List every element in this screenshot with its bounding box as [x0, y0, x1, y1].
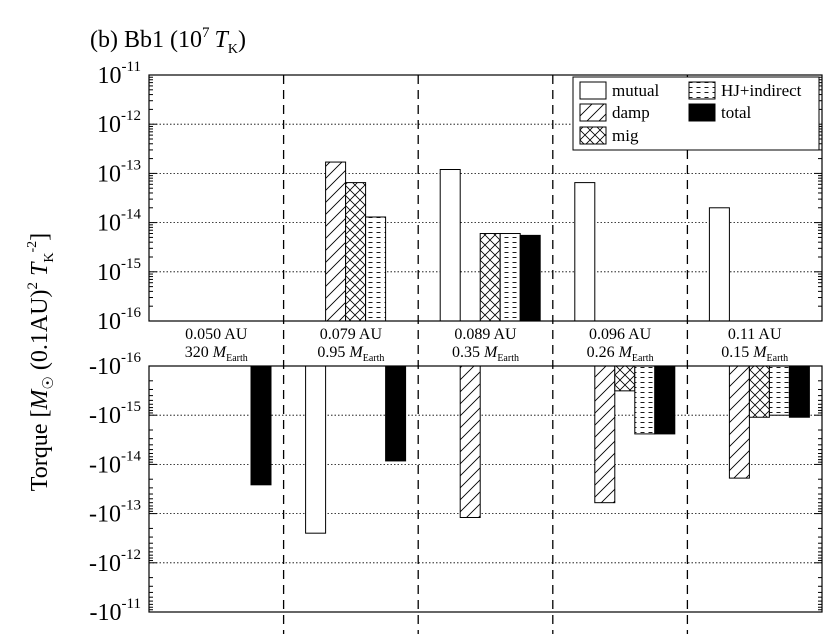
bar-hj — [768, 365, 790, 416]
legend-swatch-total — [688, 103, 716, 122]
planet-mass: 0.15 MEarth — [721, 344, 788, 364]
planet-mass: 0.35 MEarth — [452, 344, 519, 364]
bar-total — [250, 365, 272, 486]
bar-mutual — [439, 169, 461, 322]
bar-damp — [728, 365, 750, 479]
y-axis-label: Torque [M☉ (0.1AU)2 TK-2] — [25, 233, 57, 491]
legend-swatch-mig — [579, 126, 607, 145]
bar-hj — [499, 233, 521, 322]
bar-damp — [325, 161, 347, 322]
legend-entry-mutual: mutual — [579, 81, 659, 100]
bar-total — [519, 234, 541, 322]
bar-mutual — [708, 207, 730, 322]
planet-mass: 320 MEarth — [185, 344, 248, 364]
lower-panel-frame — [148, 365, 823, 613]
bar-mutual — [305, 365, 327, 534]
legend-entry-total: total — [688, 103, 751, 122]
bar-mig — [614, 365, 636, 392]
bar-mig — [345, 182, 367, 322]
legend-swatch-hj-indirect — [688, 81, 716, 100]
planet-semimajor-axis: 0.11 AU — [728, 326, 782, 343]
planet-mass: 0.95 MEarth — [317, 344, 384, 364]
legend-label-mig: mig — [612, 126, 639, 145]
y-tick-labels: 10-11 10-12 10-13 10-14 10-15 10-16 -10-16 -10-… — [89, 59, 141, 626]
y-tick-label-lower: -10-16 — [89, 350, 141, 380]
y-tick-label-lower: -10-14 — [89, 448, 141, 478]
planet-semimajor-axis: 0.089 AU — [454, 326, 517, 343]
planet-semimajor-axis: 0.079 AU — [320, 326, 383, 343]
bar-total — [788, 365, 810, 418]
legend-label-damp: damp — [612, 103, 650, 122]
planet-semimajor-axis: 0.050 AU — [185, 326, 248, 343]
y-tick-label-lower: -10-12 — [89, 547, 141, 577]
bar-mig — [748, 365, 770, 418]
y-tick-label-upper: 10-16 — [97, 305, 141, 335]
legend-entry-hj-indirect: HJ+indirect — [688, 81, 802, 100]
legend-entry-damp: damp — [579, 103, 650, 122]
bar-total — [654, 365, 676, 435]
legend: mutual damp mig HJ+indirect total — [572, 76, 820, 151]
legend-swatch-damp — [579, 103, 607, 122]
bar-hj — [365, 216, 387, 322]
legend-label-total: total — [721, 103, 751, 122]
planet-semimajor-axis: 0.096 AU — [589, 326, 652, 343]
y-tick-label-upper: 10-14 — [97, 207, 141, 237]
legend-swatch-mutual — [579, 81, 607, 100]
bar-hj — [634, 365, 656, 435]
bar-total — [385, 365, 407, 462]
legend-label-mutual: mutual — [612, 81, 659, 100]
bar-damp — [594, 365, 616, 504]
y-tick-label-upper: 10-11 — [98, 59, 141, 89]
y-tick-label-upper: 10-13 — [97, 157, 141, 187]
upper-panel-frame — [148, 74, 823, 322]
bar-damp — [459, 365, 481, 518]
bar-mutual — [574, 182, 596, 322]
y-tick-label-upper: 10-12 — [97, 108, 141, 138]
y-tick-label-lower: -10-11 — [90, 596, 141, 626]
y-tick-label-lower: -10-15 — [89, 399, 141, 429]
axis-ticks — [149, 76, 822, 611]
planet-mass: 0.26 MEarth — [587, 344, 654, 364]
legend-label-hj-indirect: HJ+indirect — [721, 81, 802, 100]
y-tick-label-lower: -10-13 — [89, 498, 141, 528]
y-tick-label-upper: 10-15 — [97, 256, 141, 286]
bar-mig — [479, 233, 501, 322]
legend-entry-mig: mig — [579, 126, 639, 145]
planet-dividers — [282, 75, 689, 634]
chart-title: (b) Bb1 (107 TK) — [90, 25, 246, 57]
